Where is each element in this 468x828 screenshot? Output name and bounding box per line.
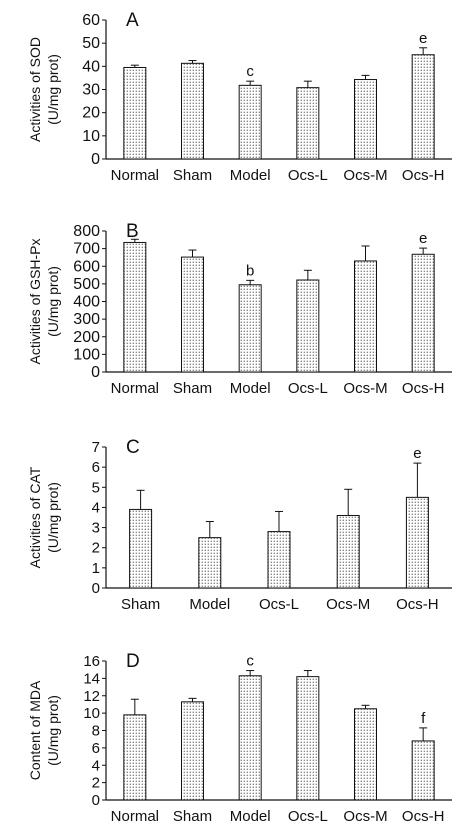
category-label: Ocs-L [288, 380, 328, 397]
y-axis-title-line1: Activities of SOD [27, 37, 43, 142]
y-tick-label: 0 [91, 364, 100, 381]
y-axis-title-line2: (U/mg prot) [45, 695, 61, 766]
y-tick-label: 10 [83, 705, 100, 722]
y-axis-title-line1: Activities of GSH-Px [27, 238, 43, 364]
y-tick-label: 12 [83, 688, 100, 705]
category-label: Normal [111, 380, 159, 397]
bar [296, 279, 320, 373]
bar [411, 253, 435, 373]
category-label: Ocs-L [259, 596, 299, 613]
panel-label: A [126, 10, 139, 31]
y-tick-label: 10 [82, 128, 100, 145]
panel-label: D [126, 651, 140, 672]
bar [123, 66, 147, 160]
y-axis-title-line2: (U/mg prot) [45, 54, 61, 125]
y-tick-label: 3 [92, 520, 100, 537]
y-tick-label: 800 [73, 223, 100, 240]
category-label: Ocs-H [396, 596, 439, 613]
significance-letter: e [413, 445, 421, 462]
y-tick-label: 700 [73, 241, 100, 258]
bar [181, 62, 204, 160]
y-tick-label: 0 [92, 580, 100, 597]
category-label: Ocs-H [402, 808, 445, 825]
y-tick-label: 500 [73, 276, 100, 293]
bar [405, 496, 429, 589]
y-tick-label: 400 [73, 294, 100, 311]
bar [238, 284, 262, 373]
bar [296, 676, 320, 801]
bar [411, 54, 435, 160]
y-tick-label: 0 [92, 792, 100, 809]
y-tick-label: 4 [92, 757, 100, 774]
y-tick-label: 50 [82, 35, 100, 52]
panel-label: C [126, 437, 140, 458]
y-tick-label: 6 [92, 459, 100, 476]
y-tick-label: 2 [92, 540, 100, 557]
y-tick-label: 6 [92, 740, 100, 757]
y-axis-title-line2: (U/mg prot) [45, 266, 61, 337]
y-tick-label: 300 [73, 311, 100, 328]
significance-letter: f [421, 710, 426, 727]
bar [411, 740, 435, 801]
category-label: Ocs-M [343, 808, 387, 825]
y-tick-label: 60 [82, 12, 100, 29]
y-tick-label: 40 [82, 58, 100, 75]
y-axis-title-line1: Activities of CAT [27, 466, 43, 568]
y-tick-label: 20 [82, 105, 100, 122]
y-tick-label: 100 [73, 346, 100, 363]
bar [296, 87, 320, 160]
category-label: Ocs-M [343, 167, 387, 184]
y-tick-label: 14 [83, 670, 100, 687]
category-label: Ocs-L [288, 167, 328, 184]
category-label: Ocs-H [402, 380, 445, 397]
significance-letter: c [246, 653, 254, 670]
panel-label: B [126, 221, 139, 242]
y-tick-label: 0 [91, 151, 100, 168]
y-tick-label: 7 [92, 439, 100, 456]
y-tick-label: 1 [92, 560, 100, 577]
category-label: Normal [111, 808, 159, 825]
category-label: Ocs-M [326, 596, 370, 613]
bar [181, 701, 204, 801]
bar [181, 256, 204, 373]
category-label: Ocs-L [288, 808, 328, 825]
category-label: Sham [173, 167, 212, 184]
y-tick-label: 30 [82, 82, 100, 99]
category-label: Ocs-H [402, 167, 445, 184]
y-tick-label: 4 [92, 499, 100, 516]
bar [123, 714, 147, 801]
category-label: Model [189, 596, 230, 613]
y-tick-label: 600 [73, 258, 100, 275]
category-label: Model [230, 808, 271, 825]
y-tick-label: 5 [92, 479, 100, 496]
bar [123, 241, 147, 373]
bar [198, 537, 222, 589]
category-label: Model [230, 167, 271, 184]
y-axis-title-line2: (U/mg prot) [45, 482, 61, 553]
y-tick-label: 8 [92, 723, 100, 740]
category-label: Ocs-M [343, 380, 387, 397]
bar [354, 79, 377, 160]
significance-letter: e [419, 30, 427, 47]
bar [238, 675, 262, 801]
bar [354, 260, 377, 373]
y-tick-label: 16 [83, 653, 100, 670]
category-label: Normal [111, 167, 159, 184]
y-axis-title-line1: Content of MDA [27, 680, 43, 780]
category-label: Model [230, 380, 271, 397]
bar [238, 84, 262, 160]
y-tick-label: 2 [92, 775, 100, 792]
category-label: Sham [121, 596, 160, 613]
significance-letter: e [419, 230, 427, 247]
y-tick-label: 200 [73, 329, 100, 346]
bar [267, 531, 291, 589]
significance-letter: c [246, 63, 254, 80]
bar [129, 508, 153, 589]
category-label: Sham [173, 380, 212, 397]
category-label: Sham [173, 808, 212, 825]
bar [336, 514, 360, 589]
significance-letter: b [246, 262, 254, 279]
bar [354, 708, 377, 801]
